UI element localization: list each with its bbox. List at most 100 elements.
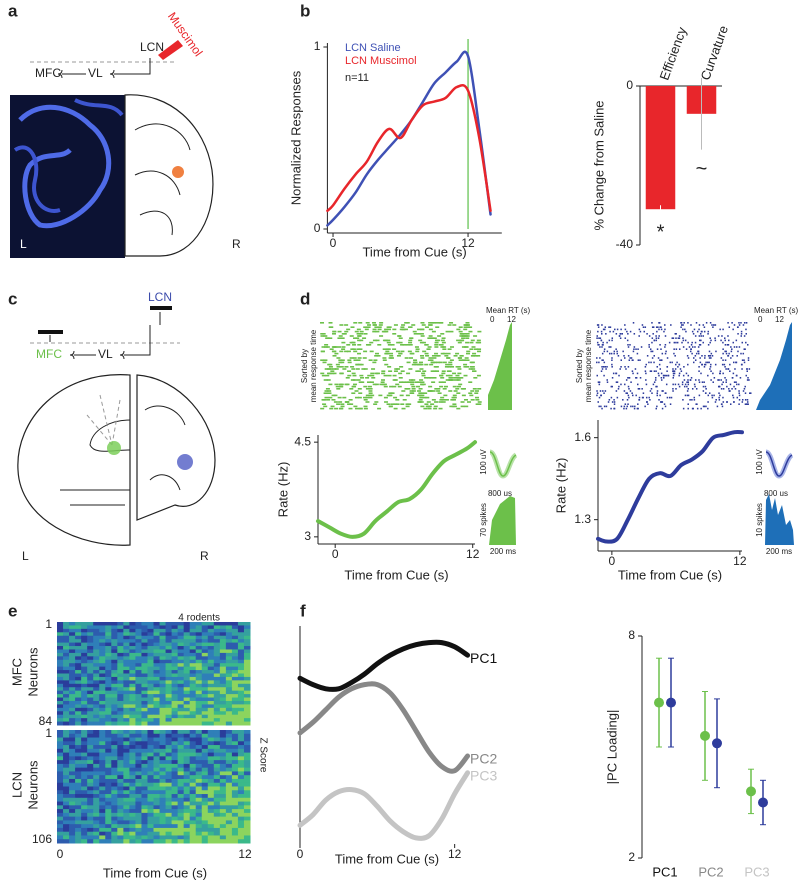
raster-tick	[469, 341, 474, 344]
raster-tick	[687, 381, 690, 383]
heatmap-cell	[213, 809, 221, 814]
raster-tick	[372, 339, 377, 342]
raster-tick	[458, 359, 463, 361]
heatmap-cell	[99, 827, 106, 833]
heatmap-cell	[135, 820, 142, 825]
raster-tick	[678, 372, 681, 375]
raster-tick	[724, 339, 726, 342]
group-label: Neurons	[25, 647, 40, 697]
heatmap-cell	[231, 809, 239, 814]
raster-tick	[747, 357, 750, 359]
probe	[38, 330, 63, 334]
heatmap-cell	[93, 752, 100, 757]
raster-tick	[613, 350, 616, 353]
heatmap-cell	[225, 835, 233, 840]
heatmap-cell	[135, 690, 142, 695]
heatmap-cell	[165, 625, 173, 630]
raster-tick	[365, 344, 370, 346]
heatmap-cell	[153, 690, 161, 695]
heatmap-cell	[153, 670, 161, 674]
row-tick: 1	[45, 617, 52, 631]
heatmap-cell	[237, 827, 245, 833]
heatmap-cell	[237, 694, 245, 699]
heatmap-cell	[69, 649, 76, 654]
raster-tick	[463, 324, 468, 326]
heatmap-cell	[105, 752, 112, 757]
heatmap-cell	[147, 820, 154, 825]
heatmap-cell	[225, 748, 233, 754]
heatmap-cell	[195, 730, 203, 735]
heatmap-cell	[75, 809, 82, 814]
heatmap-cell	[135, 628, 142, 633]
raster-tick	[627, 366, 630, 368]
raster-tick	[362, 357, 367, 359]
heatmap-cell	[141, 663, 148, 668]
heatmap-cell	[213, 839, 221, 844]
heatmap-cell	[213, 816, 221, 821]
heatmap-cell	[135, 812, 142, 818]
heatmap-cell	[69, 839, 76, 844]
raster-tick	[445, 330, 450, 333]
raster-tick	[393, 324, 398, 326]
heatmap-cell	[213, 663, 221, 668]
heatmap-cell	[117, 763, 124, 769]
heatmap-cell	[63, 786, 70, 791]
raster-tick	[744, 385, 746, 388]
heatmap-cell	[81, 816, 88, 821]
raster-tick	[648, 361, 650, 364]
raster-tick	[720, 388, 723, 390]
heatmap-cell	[117, 748, 124, 754]
heatmap-cell	[93, 721, 100, 726]
raster-tick	[702, 335, 704, 337]
raster-tick	[409, 337, 414, 339]
heatmap-cell	[147, 670, 154, 674]
heatmap-cell	[183, 649, 191, 654]
raster-tick	[633, 348, 635, 350]
heatmap-cell	[225, 831, 233, 836]
raster-tick	[698, 381, 701, 383]
heatmap-cell	[141, 694, 148, 699]
raster-tick	[442, 348, 447, 350]
raster-tick	[624, 403, 627, 405]
raster-tick	[470, 361, 475, 364]
heatmap-cell	[117, 737, 124, 742]
raster-tick	[687, 407, 689, 410]
raster-tick	[715, 399, 717, 401]
heatmap-cell	[81, 752, 88, 757]
heatmap-cell	[225, 721, 233, 726]
raster-tick	[401, 390, 406, 392]
brain-outline	[124, 94, 214, 257]
raster-tick	[452, 372, 457, 375]
heatmap-cell	[93, 670, 100, 674]
raster-tick	[635, 394, 637, 397]
raster-tick	[695, 322, 698, 324]
raster-tick	[613, 401, 616, 403]
heatmap-cell	[105, 683, 112, 688]
heatmap-cell	[231, 625, 239, 630]
raster-tick	[731, 348, 733, 350]
raster-tick	[625, 392, 627, 394]
heatmap-cell	[171, 824, 179, 829]
heatmap-cell	[225, 666, 233, 671]
heatmap-cell	[81, 639, 88, 644]
heatmap-cell	[111, 797, 118, 803]
heatmap-cell	[99, 659, 106, 664]
raster-tick	[321, 399, 326, 401]
raster-tick	[672, 368, 674, 370]
raster-tick	[325, 374, 330, 377]
heatmap-cell	[195, 680, 203, 685]
heatmap-cell	[183, 635, 191, 640]
heatmap-cell	[225, 694, 233, 699]
raster-tick	[645, 379, 647, 381]
heatmap-cell	[177, 820, 185, 825]
heatmap-cell	[69, 673, 76, 678]
heatmap-cell	[141, 831, 148, 836]
heatmap-cell	[117, 805, 124, 810]
raster-tick	[464, 357, 469, 359]
heatmap-cell	[123, 730, 130, 735]
heatmap-cell	[141, 721, 148, 726]
raster-tick	[420, 328, 425, 331]
raster-tick	[331, 394, 336, 397]
heatmap-cell	[231, 642, 239, 647]
heatmap-cell	[165, 794, 173, 799]
